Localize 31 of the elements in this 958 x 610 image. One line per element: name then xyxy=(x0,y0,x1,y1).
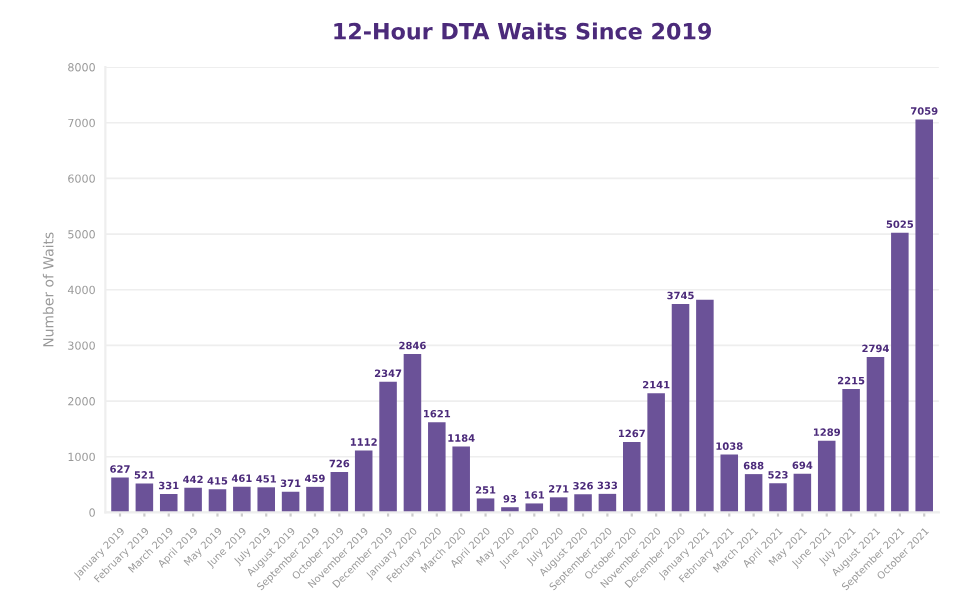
bar xyxy=(257,487,275,513)
bar xyxy=(574,494,592,513)
bar xyxy=(817,440,836,513)
bar xyxy=(769,483,787,513)
bar xyxy=(354,450,373,513)
bar xyxy=(428,422,446,513)
bar xyxy=(647,393,665,513)
bar xyxy=(379,381,397,513)
bar xyxy=(208,489,227,513)
bar xyxy=(330,471,349,513)
chart-title: 12-Hour DTA Waits Since 2019 xyxy=(334,22,711,40)
bar xyxy=(793,473,812,513)
bar xyxy=(744,474,763,513)
bar xyxy=(306,486,324,513)
bar xyxy=(233,486,251,513)
bar xyxy=(403,353,422,513)
bar xyxy=(720,454,739,513)
bar xyxy=(866,356,885,513)
bar xyxy=(111,477,129,513)
bar xyxy=(891,232,909,513)
bar xyxy=(623,441,641,513)
bar xyxy=(159,493,178,513)
bar xyxy=(184,487,202,513)
bar xyxy=(452,446,470,513)
bar xyxy=(696,299,714,513)
bar xyxy=(135,483,154,513)
bar xyxy=(915,119,933,513)
bar xyxy=(671,303,690,513)
bar xyxy=(476,498,495,513)
bar xyxy=(549,497,568,513)
bar xyxy=(842,389,860,513)
